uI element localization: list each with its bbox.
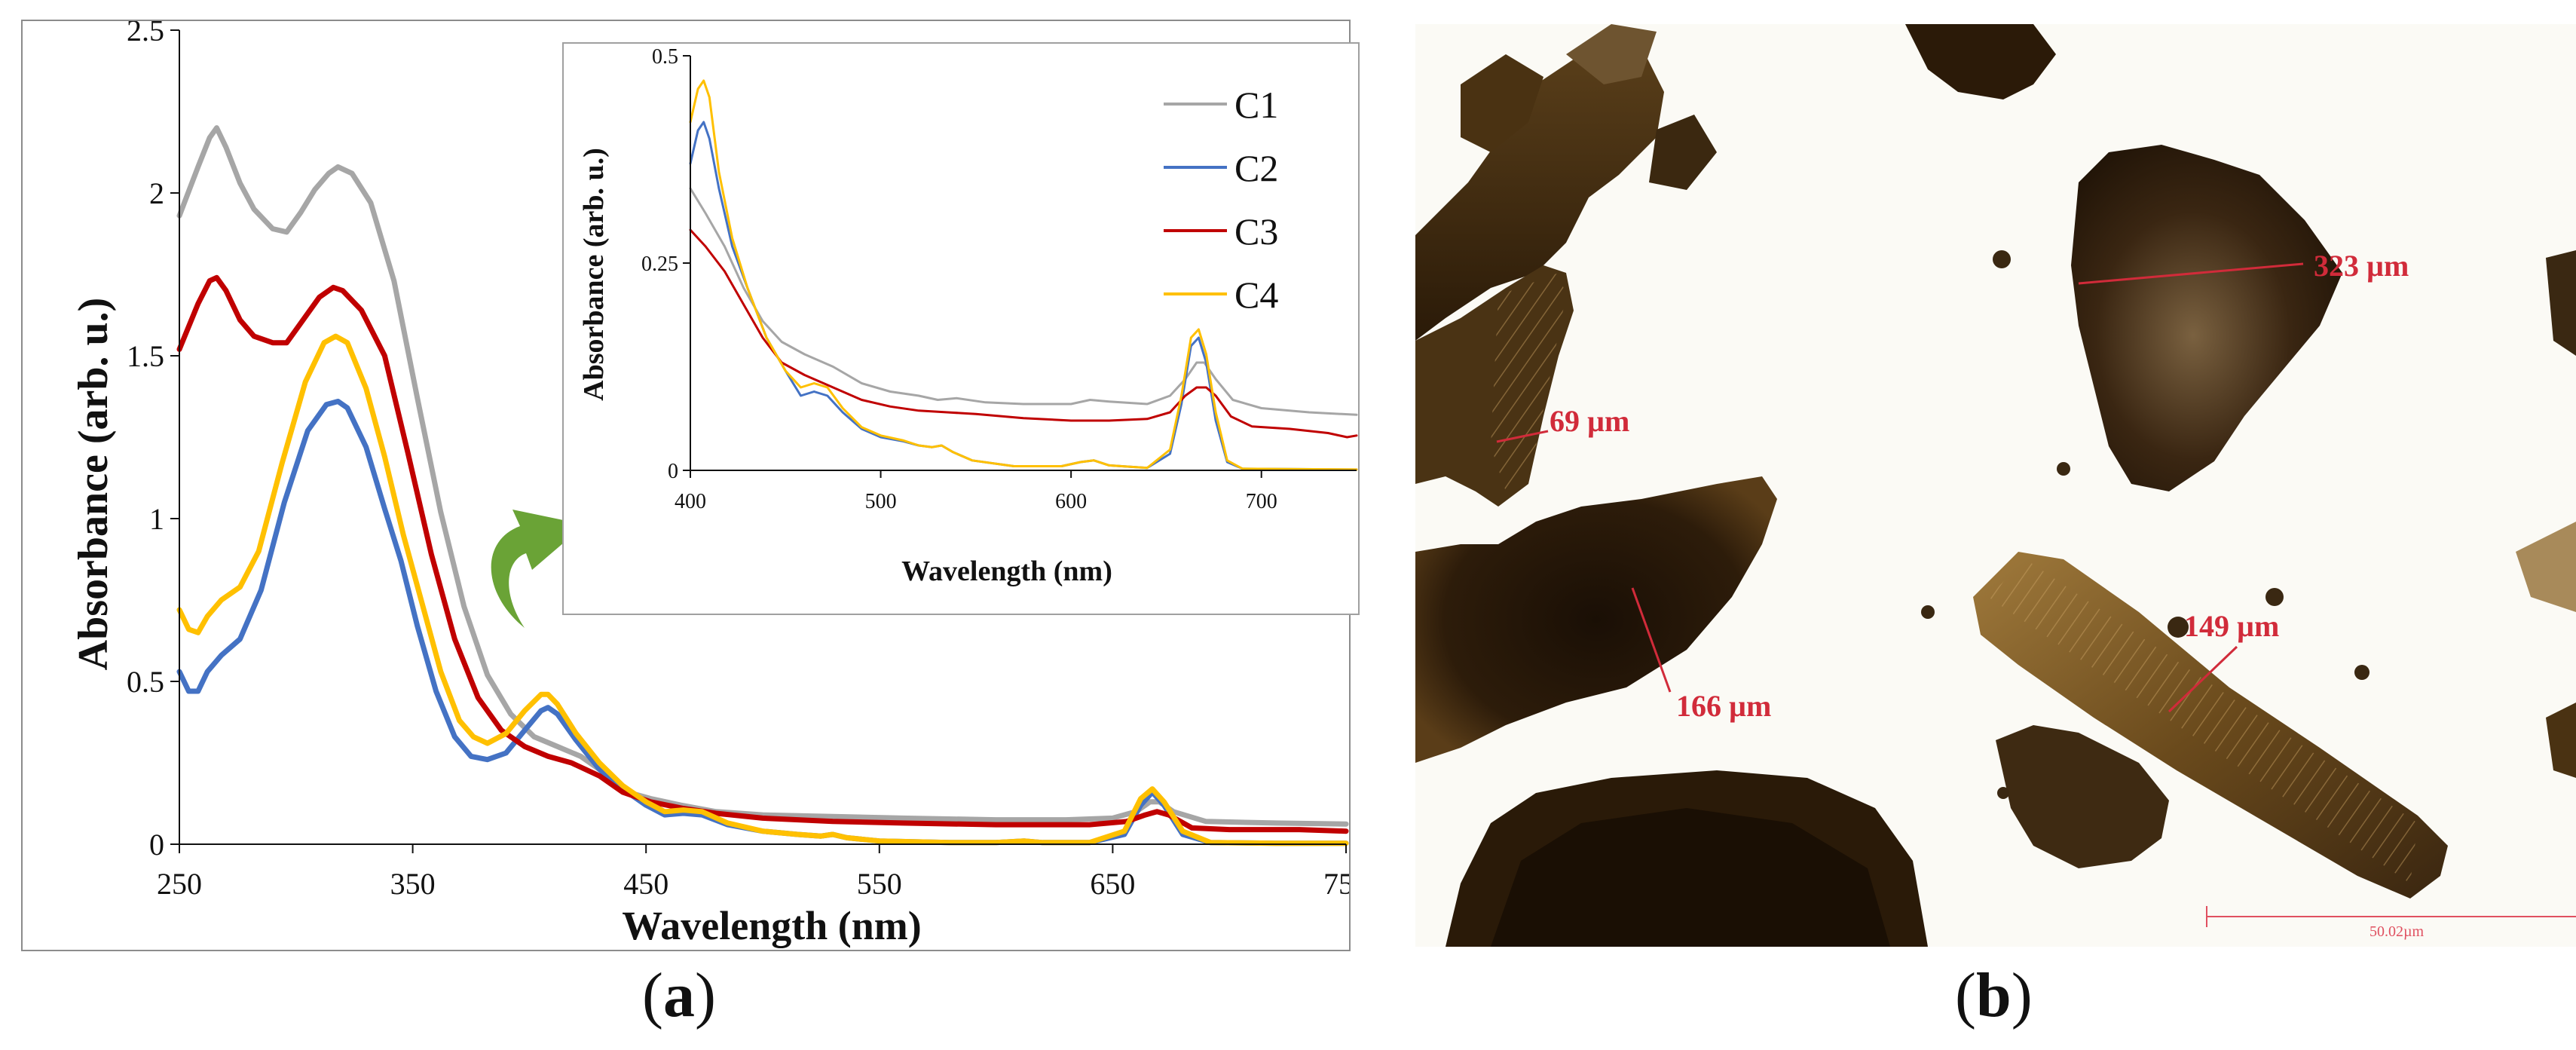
curved-arrow-icon	[491, 510, 585, 628]
main-x-tick-label: 450	[623, 867, 668, 901]
main-x-tick-label: 550	[857, 867, 902, 901]
measurement-lines	[1496, 262, 2304, 713]
absorbance-chart-panel: 250 350 450 550 650 750 0 0.5 1 1.5 2 2.5 Wavelengt…	[21, 20, 1360, 951]
main-x-tick-label: 350	[390, 867, 436, 901]
measurement-label-166: 166 µm	[1676, 689, 1771, 723]
inset-chart-svg: 400 500 600 700 0 0.25 0.5 Wavelength (nm) Abs…	[578, 45, 1358, 587]
caption-b-close: )	[2011, 960, 2033, 1030]
particle-specks	[1921, 250, 2576, 799]
main-x-axis-label: Wavelength (nm)	[622, 903, 922, 948]
main-series-c4	[176, 333, 1349, 846]
inset-x-axis-label: Wavelength (nm)	[901, 556, 1112, 587]
caption-a-open: (	[642, 960, 663, 1030]
measurement-label-323: 323 µm	[2314, 249, 2409, 283]
caption-a-close: )	[694, 960, 716, 1030]
legend-label-c2: C2	[1234, 147, 1278, 189]
measurement-label-149: 149 µm	[2184, 609, 2279, 643]
particle-top-middle	[1905, 24, 2056, 99]
inset-x-tick-label: 600	[1055, 490, 1087, 513]
inset-legend: C1 C2 C3 C4	[1164, 84, 1278, 316]
main-y-axis-label: Absorbance (arb. u.)	[70, 298, 117, 671]
inset-y-tick-label: 0	[668, 460, 678, 483]
main-chart-svg: 250 350 450 550 650 750 0 0.5 1 1.5 2 2.5 Wavelengt…	[70, 21, 1349, 948]
main-y-tick-label: 0	[149, 828, 164, 862]
particle-166um	[1415, 476, 1777, 763]
inset-y-tick-label: 0.5	[652, 45, 678, 69]
particle-bottom	[1446, 770, 1928, 947]
scale-bar-label: 50.02µm	[2369, 923, 2425, 940]
main-x-tick-label: 250	[157, 867, 202, 901]
caption-a-letter: a	[662, 960, 695, 1030]
measurement-label-69: 69 µm	[1550, 404, 1629, 438]
legend-label-c1: C1	[1234, 84, 1278, 126]
caption-b-open: (	[1955, 960, 1976, 1030]
inset-y-axis-label: Absorbance (arb. u.)	[578, 148, 610, 401]
main-axes: 250 350 450 550 650 750 0 0.5 1 1.5 2 2.5	[127, 21, 1349, 901]
inset-series-c3	[689, 228, 1358, 439]
caption-b-letter: b	[1975, 960, 2012, 1030]
main-y-tick-label: 2.5	[127, 21, 164, 47]
inset-chart-panel: 400 500 600 700 0 0.25 0.5 Wavelength (nm) Abs…	[562, 42, 1360, 615]
inset-x-tick-label: 500	[865, 490, 897, 513]
optical-micrograph: 323 µm 69 µm 166 µm 149 µm 50.02µm	[1415, 24, 2576, 947]
particle-323um	[2071, 145, 2342, 491]
inset-x-tick-label: 700	[1246, 490, 1277, 513]
legend-label-c4: C4	[1234, 274, 1278, 316]
particle-69um	[1415, 265, 1574, 507]
inset-axes: 400 500 600 700 0 0.25 0.5	[641, 45, 1357, 513]
main-y-tick-label: 1	[149, 502, 164, 536]
inset-series-c4	[689, 79, 1358, 471]
inset-x-tick-label: 400	[675, 490, 706, 513]
inset-plot-area	[689, 79, 1358, 471]
main-y-tick-label: 2	[149, 176, 164, 210]
particle-lower-middle	[1996, 725, 2169, 868]
particle-149um	[1973, 552, 2448, 898]
main-y-tick-label: 1.5	[127, 339, 164, 373]
scale-bar: 50.02µm	[2206, 906, 2576, 940]
caption-b: (b)	[1955, 959, 2033, 1032]
main-series-c1	[176, 125, 1349, 827]
main-x-tick-label: 750	[1323, 867, 1349, 901]
particle-top-left	[1415, 24, 1717, 341]
main-x-tick-label: 650	[1090, 867, 1135, 901]
legend-label-c3: C3	[1234, 210, 1278, 253]
main-plot-area	[176, 125, 1349, 846]
inset-y-tick-label: 0.25	[641, 253, 678, 276]
main-y-tick-label: 0.5	[127, 665, 164, 699]
caption-a: (a)	[642, 959, 716, 1032]
